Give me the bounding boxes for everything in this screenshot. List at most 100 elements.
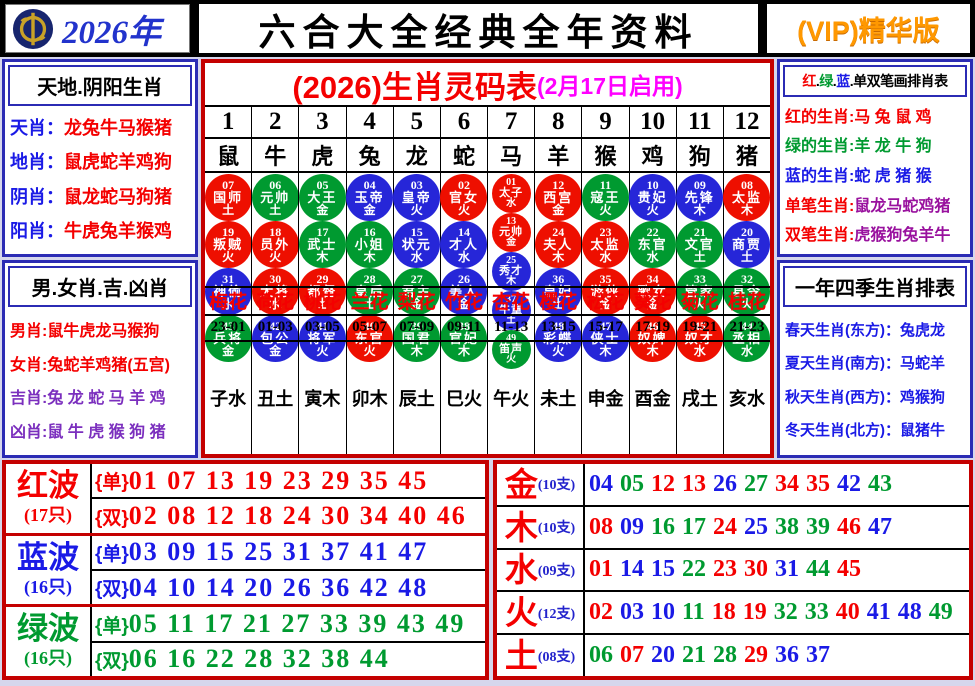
wave-name: 红波 [17,467,79,503]
panel-rows: 春天生肖(东方)：兔虎龙 夏天生肖(南方)：马蛇羊 秋天生肖(西方)：鸡猴狗 冬天生肖… [783,307,967,452]
number-43: 43 [868,470,892,497]
number-ball-49: 49 笛声火 [491,330,531,369]
earthly-branch: 寅木 [298,341,345,454]
ball-number: 47 [599,318,612,333]
element-number-list: 04 05 12 13 26 27 34 35 42 43 [585,464,969,505]
zodiac-column-3: 05 大王金 17 武士木 29 都督土 41 将军火 [298,173,346,362]
number-ball-17: 17 武士木 [298,221,346,268]
row-value: 鸡猴狗 [900,388,946,406]
panel-title: 天地.阴阳生肖 [8,65,192,106]
number-07: 07 [620,642,644,669]
ball-element: 水 [269,297,282,312]
ball-title: 员外 [260,236,291,252]
number-30: 30 [744,556,768,583]
ball-title: 游侠 [590,283,621,299]
ball-number: 39 [410,318,423,333]
ball-element: 木 [693,203,706,218]
ball-element: 土 [316,297,329,312]
wave-count: (17只) [24,504,72,525]
ball-title: 丞相 [731,330,762,346]
hour-range: 13-15 [534,315,581,340]
number-ball-21: 21 文官土 [676,221,724,268]
title-part: 红 [802,73,816,89]
ball-title: 神偷 [213,283,244,299]
title-part: . [832,73,837,89]
panel-rows: 男肖:鼠牛虎龙马猴狗 女肖:兔蛇羊鸡猪(五宫) 吉肖:兔 龙 蛇 马 羊 鸡凶肖:鼠… [8,307,192,452]
earthly-branch: 子水 [210,388,247,409]
number-ball-18: 18 员外火 [251,221,299,268]
hour-range: 05-07 [345,315,393,340]
ball-element: 金 [269,344,282,359]
number-25: 25 [744,513,768,540]
ball-element: 水 [646,250,659,265]
number-22: 22 [682,556,706,583]
number-ball-47: 47 侠士木 [581,315,629,362]
main-area: 天地.阴阳生肖 天肖：龙兔牛马猴猪 地肖：鼠虎蛇羊鸡狗 阴肖：鼠龙蛇马狗猪 阳肖：牛虎… [0,57,975,460]
ball-number: 29 [316,271,329,286]
ball-element: 木 [552,250,565,265]
number-list: 03 09 15 25 31 37 41 47 [128,537,429,567]
ball-element: 水 [222,297,235,312]
number-ball-15: 15 状元水 [393,221,441,268]
ball-title: 侠士 [590,330,621,346]
ball-element: 水 [410,250,423,265]
ball-title: 奴婢 [637,330,668,346]
sidebar-row: 凶肖:鼠 牛 虎 猴 狗 猪 [10,418,190,442]
ball-number: 27 [410,271,423,286]
ball-title: 玉帝 [354,189,385,205]
sidebar-row: 单笔生肖:鼠龙马蛇鸡猪 [785,192,965,216]
logo-box: 2026年 [5,4,190,53]
page-title: 六合大全经典全年资料 [258,11,699,53]
earthly-branch: 戌土 [675,341,723,454]
ball-title: 夫人 [543,236,574,252]
ball-number: 23 [599,224,612,239]
zodiac-header-row: 鼠牛虎兔龙蛇马羊猴鸡狗猪 [205,137,770,171]
element-row-wood: 木 (10支) 08 09 16 17 24 25 38 39 46 47 [497,504,969,548]
number-34: 34 [775,470,799,497]
wave-label: 绿波 (16只) [6,607,92,677]
element-row-water: 水 (09支) 01 14 15 22 23 30 31 44 45 [497,547,969,591]
number-11: 11 [682,599,705,626]
number-36: 36 [775,642,799,669]
row-label: 凶肖: [10,424,48,442]
ball-number: 34 [646,271,659,286]
zodiac-name: 猴 [581,139,628,171]
row-label: 蓝的生肖: [785,167,855,185]
ball-title: 都督 [307,283,338,299]
wave-lines: {单} 05 11 17 21 27 33 39 43 49 {双} 06 16 22… [92,607,485,676]
number-28: 28 [713,642,737,669]
flower-name: 松花 [581,287,628,314]
title-box: 六合大全经典全年资料 [199,4,758,53]
row-value: 鼠牛虎龙马猴狗 [47,322,160,340]
number-19: 19 [742,599,767,626]
number-38: 38 [775,513,799,540]
number-09: 09 [620,513,644,540]
ball-title: 元帅 [260,189,291,205]
element-number-list: 06 07 20 21 28 29 36 37 [585,635,969,676]
flower-name: 荷花 [251,287,298,314]
element-number-list: 08 09 16 17 24 25 38 39 46 47 [585,507,969,548]
column-number: 1 [221,108,235,135]
number-ball-12: 12 西宫金 [534,174,582,221]
element-count: (08支) [537,649,576,665]
number-23: 23 [713,556,737,583]
row-label: 吉肖: [10,390,48,408]
ball-element: 火 [552,344,565,359]
zodiac-name: 羊 [534,139,581,171]
ball-element: 金 [363,203,376,218]
ball-title: 彩蝶 [543,330,574,346]
title-part: 单双笔画排肖表 [853,73,948,89]
number-ball-20: 20 商贾土 [723,221,771,268]
flower-name: 桂花 [722,287,770,314]
left-sidebar: 天地.阴阳生肖 天肖：龙兔牛马猴猪 地肖：鼠虎蛇羊鸡狗 阴肖：鼠龙蛇马狗猪 阳肖：牛虎… [2,59,198,458]
hour-range: 01-03 [251,315,298,340]
title-part: 绿 [819,73,833,89]
number-15: 15 [651,556,675,583]
ball-number: 18 [269,224,282,239]
panel-title: 一年四季生肖排表 [783,266,967,307]
ball-number: 17 [316,224,329,239]
ball-title: 东官 [637,236,668,252]
number-header-row: 1 2 3 4 5 6 7 8 9 10 11 12 [205,105,770,137]
ball-element: 土 [693,250,706,265]
hour-range: 15-17 [581,315,628,340]
